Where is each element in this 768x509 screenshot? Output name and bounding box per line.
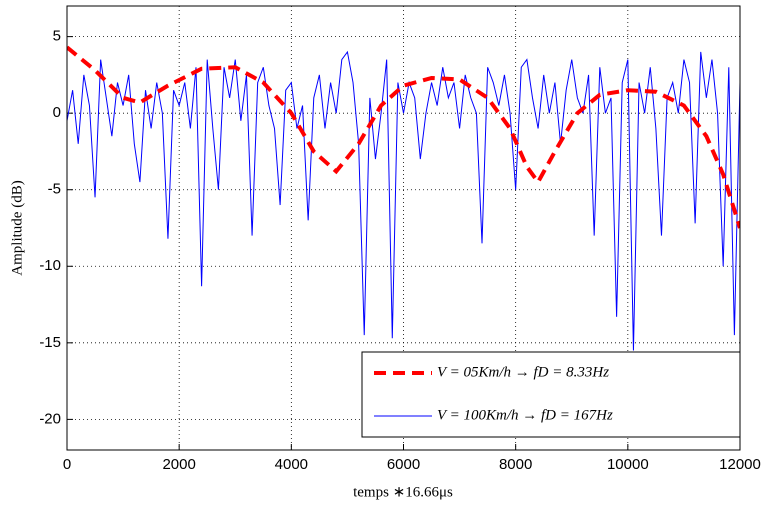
legend-box — [361, 351, 741, 438]
y-tick-label: -5 — [48, 181, 61, 198]
legend-label: V = 05Km/h → fD = 8.33Hz — [437, 364, 609, 380]
x-tick-label: 2000 — [162, 456, 195, 473]
x-tick-label: 0 — [63, 456, 71, 473]
y-axis-label: Amplitude (dB) — [9, 180, 25, 275]
y-tick-label: 5 — [53, 28, 61, 45]
y-tick-label: 0 — [53, 104, 61, 121]
y-tick-label: -10 — [39, 257, 61, 274]
x-axis-label: temps ∗16.66μs — [353, 484, 453, 500]
series-line — [67, 45, 740, 229]
x-tick-label: 12000 — [719, 456, 761, 473]
x-tick-label: 6000 — [387, 456, 420, 473]
series-line — [67, 50, 740, 351]
y-tick-label: -20 — [39, 410, 61, 427]
y-tick-label: -15 — [39, 334, 61, 351]
x-tick-label: 4000 — [275, 456, 308, 473]
plot-frame — [66, 5, 741, 451]
x-tick-label: 8000 — [499, 456, 532, 473]
legend-label: V = 100Km/h → fD = 167Hz — [437, 407, 613, 423]
x-tick-label: 10000 — [607, 456, 649, 473]
